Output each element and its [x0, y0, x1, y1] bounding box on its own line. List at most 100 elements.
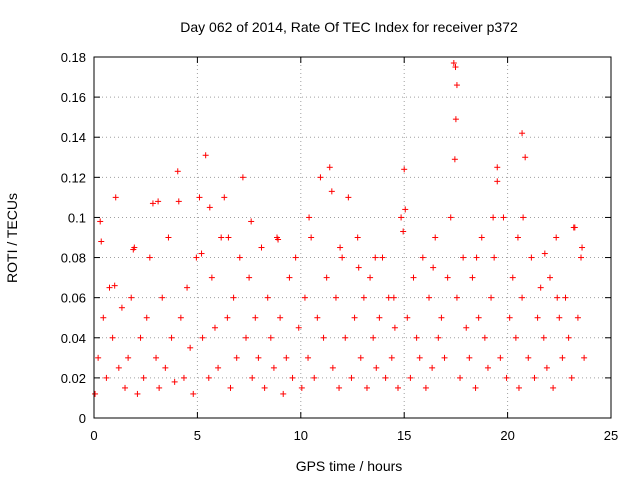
data-point	[289, 374, 296, 381]
grid-lines	[94, 57, 611, 418]
data-point	[168, 334, 175, 341]
x-tick-label: 25	[604, 428, 618, 443]
data-point	[579, 244, 586, 251]
data-point	[546, 274, 553, 281]
data-point	[275, 236, 282, 243]
data-point	[162, 364, 169, 371]
data-point	[146, 254, 153, 261]
data-point	[283, 354, 290, 361]
data-point	[337, 244, 344, 251]
data-point	[111, 282, 118, 289]
data-point	[528, 254, 535, 261]
data-point	[494, 178, 501, 185]
data-point	[565, 334, 572, 341]
axis-ticks	[93, 56, 612, 419]
data-point	[122, 384, 129, 391]
data-point	[149, 200, 156, 207]
data-point	[137, 334, 144, 341]
data-point	[215, 364, 222, 371]
data-point	[100, 314, 107, 321]
data-point	[329, 364, 336, 371]
data-point	[306, 214, 313, 221]
data-point	[332, 294, 339, 301]
data-point	[184, 284, 191, 291]
data-point	[506, 314, 513, 321]
data-point	[367, 274, 374, 281]
data-point	[484, 364, 491, 371]
y-tick-label: 0.08	[61, 251, 86, 266]
data-point	[143, 314, 150, 321]
data-point	[574, 314, 581, 321]
data-point	[355, 264, 362, 271]
data-point	[472, 384, 479, 391]
x-tick-label: 15	[397, 428, 411, 443]
data-point	[520, 214, 527, 221]
data-point	[416, 354, 423, 361]
data-point	[447, 214, 454, 221]
data-point	[444, 274, 451, 281]
data-point	[388, 354, 395, 361]
x-tick-label: 0	[90, 428, 97, 443]
data-point	[426, 294, 433, 301]
data-point	[553, 234, 560, 241]
data-point	[277, 314, 284, 321]
data-point	[390, 294, 397, 301]
data-point	[503, 374, 510, 381]
data-point	[115, 364, 122, 371]
data-point	[261, 384, 268, 391]
data-point	[239, 174, 246, 181]
data-point	[351, 314, 358, 321]
data-point	[206, 204, 213, 211]
data-point	[404, 314, 411, 321]
data-point	[205, 374, 212, 381]
data-point	[134, 390, 141, 397]
data-point	[413, 334, 420, 341]
data-point	[491, 254, 498, 261]
data-point	[252, 314, 259, 321]
data-point	[339, 254, 346, 261]
y-tick-label: 0.18	[61, 50, 86, 65]
data-point	[267, 334, 274, 341]
data-point	[286, 274, 293, 281]
data-point	[391, 324, 398, 331]
data-point	[562, 294, 569, 301]
data-point	[155, 198, 162, 205]
data-point	[165, 234, 172, 241]
data-point	[357, 354, 364, 361]
data-point	[270, 364, 277, 371]
data-point	[398, 214, 405, 221]
data-point	[199, 334, 206, 341]
data-point	[354, 234, 361, 241]
data-point	[457, 374, 464, 381]
y-tick-label: 0.12	[61, 170, 86, 185]
data-point	[550, 384, 557, 391]
data-point	[463, 324, 470, 331]
data-point	[174, 168, 181, 175]
data-point	[509, 274, 516, 281]
data-point	[211, 324, 218, 331]
data-point	[554, 294, 561, 301]
data-point	[118, 304, 125, 311]
data-point	[336, 384, 343, 391]
data-point	[106, 284, 113, 291]
data-point	[438, 314, 445, 321]
data-point	[453, 294, 460, 301]
data-point	[441, 354, 448, 361]
data-point	[314, 314, 321, 321]
data-point	[202, 152, 209, 159]
x-axis-label: GPS time / hours	[296, 458, 403, 474]
x-tick-label: 5	[194, 428, 201, 443]
data-point	[432, 234, 439, 241]
data-point	[242, 334, 249, 341]
data-point	[570, 224, 577, 231]
data-point	[248, 218, 255, 225]
data-point	[543, 364, 550, 371]
data-point	[323, 274, 330, 281]
data-point	[534, 314, 541, 321]
data-point	[531, 374, 538, 381]
data-point	[430, 264, 437, 271]
data-point	[345, 194, 352, 201]
data-point	[559, 354, 566, 361]
data-point	[317, 174, 324, 181]
data-point	[190, 390, 197, 397]
